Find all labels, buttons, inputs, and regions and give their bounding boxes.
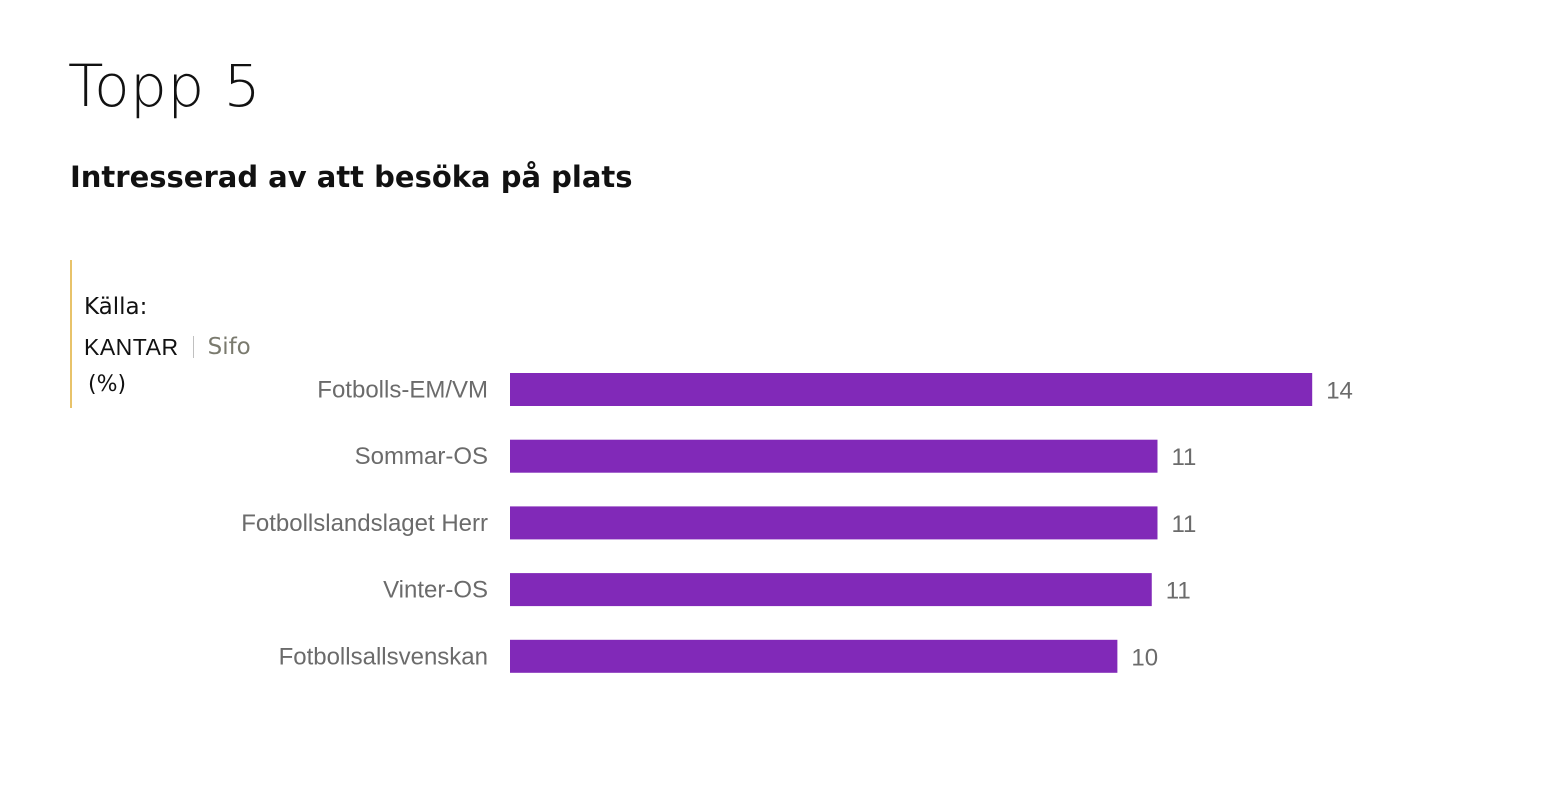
- value-label: 14: [1326, 378, 1353, 405]
- bar: [510, 639, 1118, 673]
- source-panel: Källa: KANTAR Sifo (%): [70, 260, 332, 408]
- category-label: Vinter-OS: [383, 577, 488, 604]
- value-label: 11: [1171, 511, 1196, 538]
- logo-separator: [192, 336, 194, 358]
- source-label: Källa:: [84, 294, 148, 320]
- category-label: Sommar-OS: [355, 443, 488, 470]
- unit-label: (%): [88, 372, 127, 397]
- bar: [510, 439, 1158, 473]
- value-label: 11: [1166, 578, 1191, 605]
- page-title: Topp 5: [68, 52, 262, 120]
- chart-subtitle: Intresserad av att besöka på plats: [70, 160, 633, 194]
- value-label: 11: [1171, 444, 1196, 471]
- kantar-sifo-logo: KANTAR Sifo: [84, 332, 251, 362]
- bar: [510, 573, 1152, 607]
- logo-brand-text: KANTAR: [84, 333, 179, 360]
- bar: [510, 373, 1313, 406]
- category-label: Fotbollslandslaget Herr: [241, 510, 488, 537]
- logo-sub-text: Sifo: [207, 334, 251, 360]
- value-label: 10: [1131, 644, 1158, 671]
- category-label: Fotbolls-EM/VM: [317, 377, 488, 404]
- bar: [510, 506, 1158, 540]
- category-label: Fotbollsallsvenskan: [279, 643, 488, 670]
